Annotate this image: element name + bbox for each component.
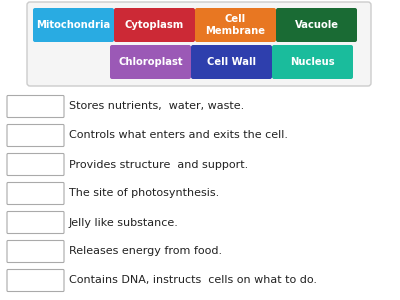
Text: Cytoplasm: Cytoplasm — [125, 20, 184, 30]
FancyBboxPatch shape — [7, 269, 64, 292]
FancyBboxPatch shape — [33, 8, 114, 42]
Text: Mitochondria: Mitochondria — [36, 20, 111, 30]
FancyBboxPatch shape — [7, 154, 64, 175]
FancyBboxPatch shape — [195, 8, 276, 42]
FancyBboxPatch shape — [276, 8, 357, 42]
Text: Releases energy from food.: Releases energy from food. — [69, 247, 222, 256]
FancyBboxPatch shape — [110, 45, 191, 79]
Text: Nucleus: Nucleus — [290, 57, 335, 67]
Text: Cell
Membrane: Cell Membrane — [206, 14, 266, 36]
Text: Contains DNA, instructs  cells on what to do.: Contains DNA, instructs cells on what to… — [69, 275, 317, 286]
Text: Controls what enters and exits the cell.: Controls what enters and exits the cell. — [69, 130, 288, 140]
FancyBboxPatch shape — [7, 95, 64, 118]
FancyBboxPatch shape — [7, 212, 64, 233]
Text: Chloroplast: Chloroplast — [118, 57, 183, 67]
FancyBboxPatch shape — [191, 45, 272, 79]
FancyBboxPatch shape — [27, 2, 371, 86]
Text: Cell Wall: Cell Wall — [207, 57, 256, 67]
FancyBboxPatch shape — [114, 8, 195, 42]
FancyBboxPatch shape — [272, 45, 353, 79]
Text: Provides structure  and support.: Provides structure and support. — [69, 160, 248, 170]
FancyBboxPatch shape — [7, 182, 64, 205]
Text: The site of photosynthesis.: The site of photosynthesis. — [69, 188, 219, 199]
FancyBboxPatch shape — [7, 241, 64, 262]
FancyBboxPatch shape — [7, 124, 64, 146]
Text: Jelly like substance.: Jelly like substance. — [69, 218, 179, 227]
Text: Vacuole: Vacuole — [294, 20, 338, 30]
Text: Stores nutrients,  water, waste.: Stores nutrients, water, waste. — [69, 101, 244, 112]
